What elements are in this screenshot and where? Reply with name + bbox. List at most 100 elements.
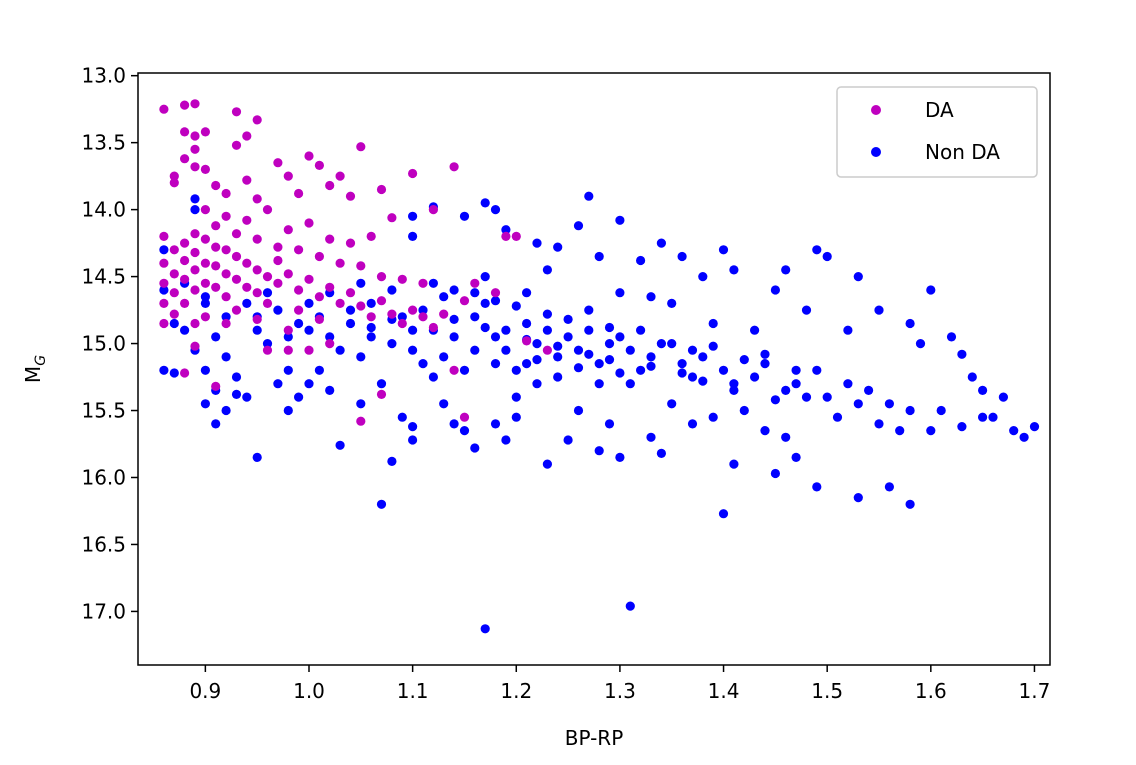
- data-point: [428, 278, 438, 288]
- data-point: [169, 269, 179, 279]
- data-point: [1009, 426, 1019, 436]
- data-point: [822, 392, 832, 402]
- data-point: [304, 298, 314, 308]
- data-point: [325, 180, 335, 191]
- data-point: [584, 305, 594, 315]
- data-point: [936, 405, 946, 416]
- data-point: [283, 345, 293, 355]
- data-point: [180, 127, 190, 137]
- data-point: [573, 345, 584, 355]
- data-point: [791, 379, 801, 389]
- data-point: [677, 359, 687, 369]
- data-point: [408, 211, 418, 221]
- data-point: [314, 160, 324, 170]
- data-point: [304, 325, 314, 335]
- data-point: [926, 426, 936, 436]
- data-point: [387, 339, 397, 349]
- data-point: [273, 255, 283, 266]
- data-point: [646, 352, 656, 362]
- data-point: [408, 325, 418, 335]
- data-point: [501, 225, 511, 235]
- data-point: [408, 345, 418, 355]
- data-point: [418, 312, 428, 322]
- y-tick-label: 16.5: [81, 532, 126, 556]
- data-point: [283, 171, 293, 181]
- data-point: [791, 452, 801, 462]
- data-point: [356, 352, 366, 362]
- data-point: [563, 314, 573, 324]
- data-point: [252, 194, 262, 204]
- data-point: [470, 312, 480, 322]
- data-point: [200, 292, 210, 302]
- data-point: [480, 624, 490, 634]
- data-point: [718, 245, 729, 255]
- data-point: [729, 459, 739, 469]
- legend-label: Non DA: [925, 140, 1000, 164]
- data-point: [252, 115, 262, 125]
- data-point: [190, 194, 200, 204]
- data-point: [832, 412, 843, 422]
- data-point: [335, 440, 345, 450]
- data-point: [387, 309, 397, 319]
- data-point: [905, 499, 915, 509]
- data-point: [159, 258, 169, 268]
- data-point: [522, 336, 532, 346]
- data-point: [490, 419, 501, 429]
- data-point: [335, 298, 345, 308]
- data-point: [729, 385, 739, 395]
- data-point: [221, 352, 231, 362]
- data-point: [314, 292, 324, 302]
- data-point: [656, 339, 667, 349]
- data-point: [294, 392, 304, 402]
- data-point: [895, 426, 905, 436]
- data-point: [708, 341, 718, 351]
- svg-text:MG: MG: [21, 355, 49, 383]
- data-point: [698, 272, 708, 282]
- data-point: [262, 345, 273, 355]
- data-point: [314, 251, 324, 262]
- data-point: [356, 261, 366, 271]
- legend: DA Non DA: [836, 86, 1038, 178]
- x-axis-ticks: 0.9 1.0 1.1 1.2 1.3 1.4 1.5 1.6 1.7: [189, 665, 1050, 703]
- legend-entries: DA Non DA: [871, 98, 1000, 164]
- data-point: [646, 361, 656, 371]
- data-point: [345, 191, 356, 201]
- data-point: [294, 188, 304, 199]
- data-point: [532, 339, 542, 349]
- data-point: [470, 443, 480, 453]
- data-point: [283, 405, 293, 416]
- data-point: [200, 234, 210, 244]
- data-point: [231, 140, 242, 150]
- data-point: [190, 265, 200, 275]
- y-tick-label: 17.0: [81, 599, 126, 623]
- data-point: [553, 372, 563, 382]
- data-point: [439, 352, 449, 362]
- data-point: [874, 305, 884, 315]
- data-point: [490, 205, 501, 215]
- data-point: [573, 363, 584, 373]
- data-point: [262, 339, 273, 349]
- data-point: [387, 456, 397, 466]
- data-point: [376, 379, 387, 389]
- data-point: [853, 493, 863, 503]
- data-point: [822, 251, 832, 262]
- data-point: [283, 325, 293, 335]
- data-point: [304, 151, 314, 161]
- data-point: [397, 318, 407, 329]
- data-point: [169, 178, 179, 188]
- data-point: [812, 365, 822, 375]
- data-point: [190, 131, 200, 141]
- data-point: [625, 345, 635, 355]
- data-point: [418, 278, 428, 288]
- data-point: [262, 272, 273, 282]
- data-point: [294, 245, 304, 255]
- data-point: [760, 426, 770, 436]
- data-point: [252, 265, 262, 275]
- data-point: [304, 345, 314, 355]
- data-point: [615, 215, 625, 225]
- data-point: [169, 318, 179, 329]
- data-point: [542, 325, 553, 335]
- data-point: [708, 318, 718, 329]
- data-point: [915, 339, 926, 349]
- data-point: [988, 412, 998, 422]
